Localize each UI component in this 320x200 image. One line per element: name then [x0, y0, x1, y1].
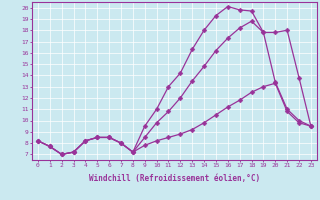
- X-axis label: Windchill (Refroidissement éolien,°C): Windchill (Refroidissement éolien,°C): [89, 174, 260, 183]
